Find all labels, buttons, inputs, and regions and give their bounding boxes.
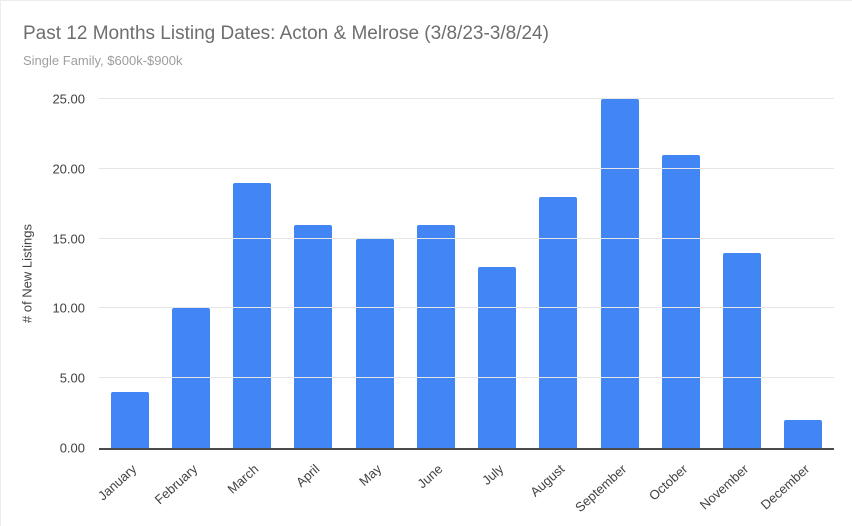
bar-series <box>99 99 834 448</box>
y-tick-10.00: 10.00 <box>52 300 85 316</box>
gridline <box>99 307 834 309</box>
chart-title: Past 12 Months Listing Dates: Acton & Me… <box>23 23 549 44</box>
y-tick-0.00: 0.00 <box>59 440 85 456</box>
bar-january[interactable] <box>110 392 149 448</box>
y-tick-25.00: 25.00 <box>52 91 85 107</box>
x-axis-labels: January February March April May June July Augu… <box>95 452 834 526</box>
bar-band-march <box>222 99 283 448</box>
x-tick-february: February <box>151 461 201 508</box>
bar-august[interactable] <box>539 196 578 448</box>
gridline <box>99 98 834 99</box>
y-tick-5.00: 5.00 <box>59 370 85 386</box>
bar-may[interactable] <box>355 238 394 448</box>
bar-march[interactable] <box>233 182 272 448</box>
bar-december[interactable] <box>784 420 823 448</box>
bar-band-april <box>283 99 344 448</box>
chart-subtitle: Single Family, $600k-$900k <box>23 53 183 68</box>
bar-september[interactable] <box>600 99 639 448</box>
x-tick-january: January <box>94 461 139 504</box>
x-tick-november: November <box>696 461 752 513</box>
plot-area <box>99 98 834 450</box>
bar-band-october <box>650 99 711 448</box>
bar-june[interactable] <box>416 224 455 448</box>
bar-october[interactable] <box>661 154 700 448</box>
gridline <box>99 167 834 169</box>
x-tick-april: April <box>293 461 323 490</box>
bar-band-november <box>712 99 773 448</box>
bar-february[interactable] <box>171 308 210 448</box>
y-axis-ticks: 0.00 5.00 10.00 15.00 20.00 25.00 <box>1 93 91 455</box>
bar-band-june <box>405 99 466 448</box>
bar-band-august <box>528 99 589 448</box>
y-tick-20.00: 20.00 <box>52 161 85 177</box>
x-tick-september: September <box>571 461 629 515</box>
bar-band-may <box>344 99 405 448</box>
gridline <box>99 237 834 239</box>
x-tick-december: December <box>758 461 813 513</box>
y-tick-15.00: 15.00 <box>52 231 85 247</box>
gridline <box>99 377 834 379</box>
bar-november[interactable] <box>723 252 762 448</box>
bar-band-july <box>467 99 528 448</box>
x-tick-october: October <box>645 461 691 504</box>
bar-band-september <box>589 99 650 448</box>
x-tick-july: July <box>479 461 507 488</box>
bar-band-february <box>160 99 221 448</box>
x-tick-august: August <box>527 461 568 500</box>
bar-april[interactable] <box>294 224 333 448</box>
bar-band-january <box>99 99 160 448</box>
x-tick-june: June <box>414 461 446 492</box>
x-tick-may: May <box>355 461 384 489</box>
x-tick-march: March <box>224 461 262 497</box>
bar-july[interactable] <box>478 266 517 448</box>
bar-band-december <box>773 99 834 448</box>
